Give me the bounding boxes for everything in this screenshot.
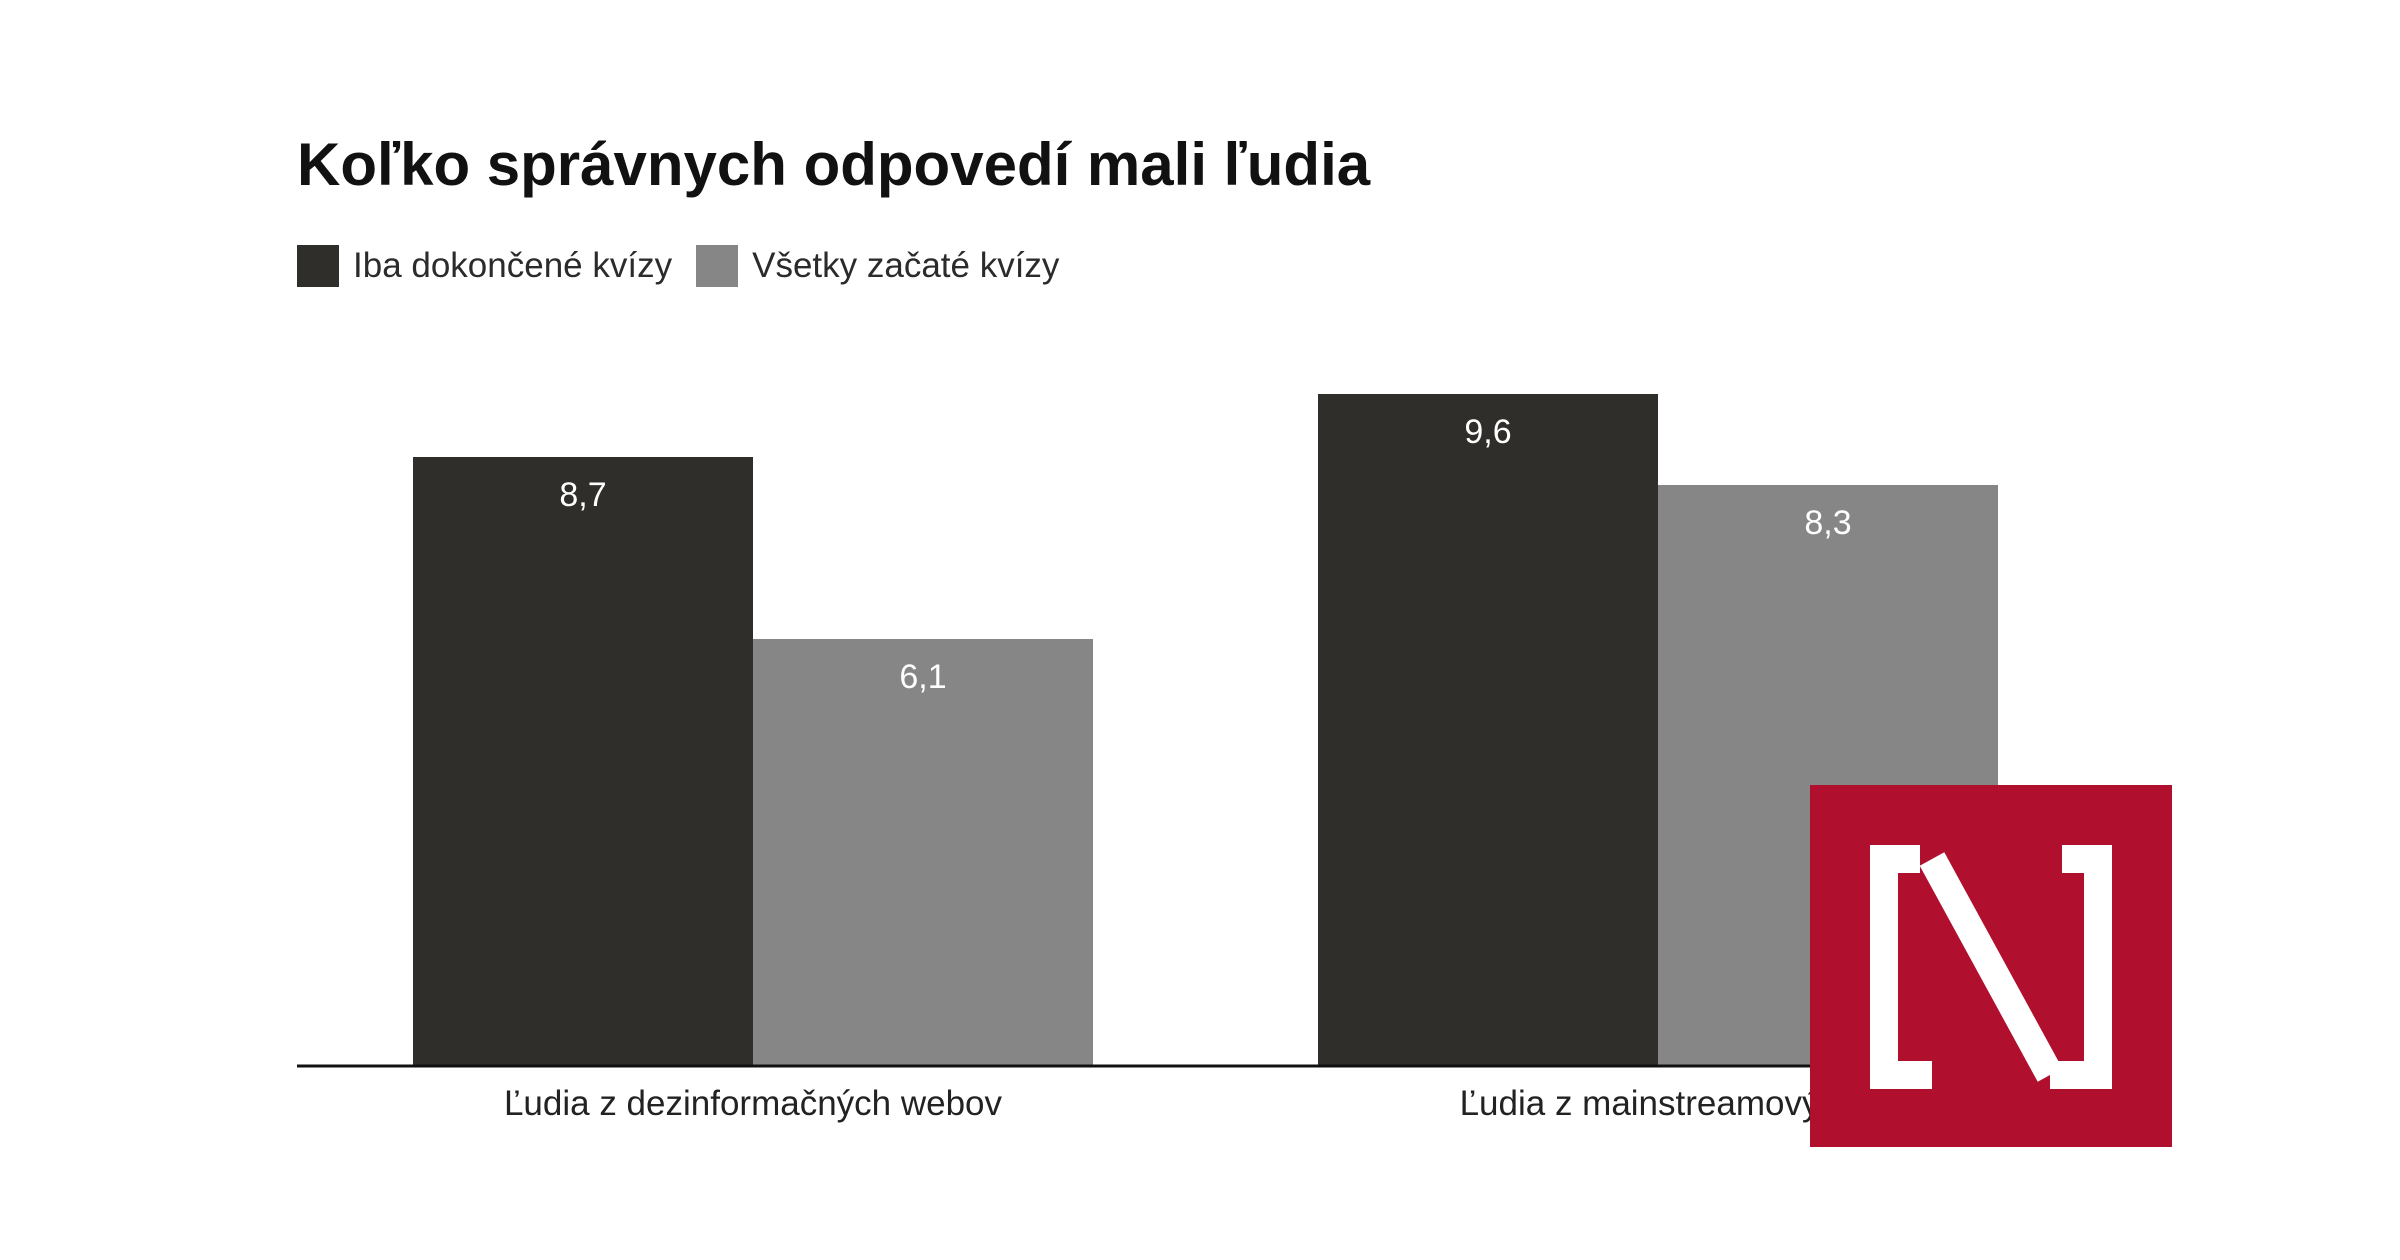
bar-completed-0: [413, 457, 753, 1066]
category-label-1: Ľudia z mainstreamových: [1460, 1084, 1857, 1123]
bar-completed-1: [1318, 394, 1658, 1066]
legend: Iba dokončené kvízy Všetky začaté kvízy: [297, 244, 1083, 288]
chart-title: Koľko správnych odpovedí mali ľudia: [297, 131, 1371, 198]
value-label-completed-0: 8,7: [559, 476, 606, 514]
legend-label-completed: Iba dokončené kvízy: [353, 246, 673, 285]
value-label-completed-1: 9,6: [1464, 413, 1511, 451]
legend-item-completed: Iba dokončené kvízy: [297, 245, 672, 287]
value-label-started-0: 6,1: [899, 658, 946, 696]
logo-glyph: [1870, 845, 2112, 1089]
n-logo-icon: [1810, 785, 2172, 1147]
value-label-started-1: 8,3: [1804, 504, 1851, 542]
legend-swatch-started: [696, 245, 739, 287]
legend-label-started: Všetky začaté kvízy: [752, 246, 1060, 285]
bar-started-0: [753, 639, 1093, 1066]
category-label-0: Ľudia z dezinformačných webov: [504, 1084, 1003, 1123]
legend-swatch-completed: [297, 245, 339, 287]
legend-item-started: Všetky začaté kvízy: [696, 245, 1059, 287]
